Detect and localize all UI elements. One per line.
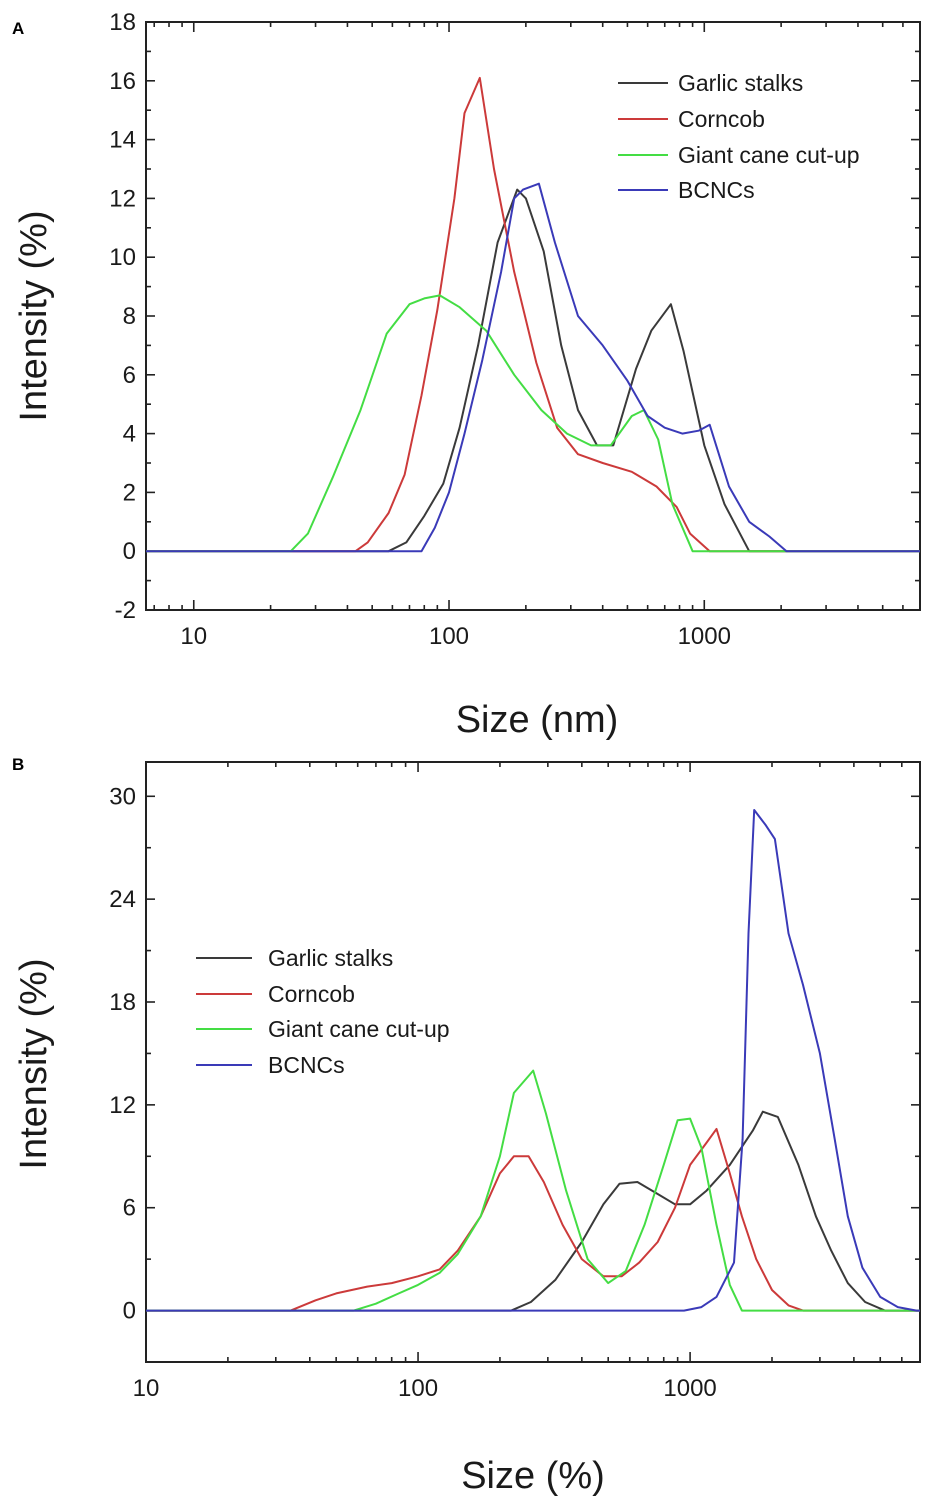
ticks-a <box>146 21 921 611</box>
y-tick-label: 18 <box>109 989 136 1016</box>
series-line-bcncs <box>146 182 920 553</box>
legend-label-giant-cane: Giant cane cut-up <box>268 1016 450 1042</box>
series-line-giant-cane-cut-up <box>146 294 920 553</box>
series-lines-b <box>146 809 920 1312</box>
y-tick-label: 4 <box>123 421 136 448</box>
x-tick-label: 10 <box>133 1375 160 1402</box>
y-tick-label: 2 <box>123 479 136 506</box>
x-tick-label: 10 <box>180 623 207 650</box>
series-line-bcncs <box>146 809 920 1312</box>
y-tick-label: 12 <box>109 1092 136 1119</box>
y-tick-label: 14 <box>109 127 136 154</box>
series-line-giant-cane-cut-up <box>146 1069 920 1312</box>
panel-a: A -2 0 2 4 6 8 10 12 14 16 18 10 100 1000 Size (nm) I… <box>12 9 921 741</box>
series-line-corncob <box>146 1127 920 1312</box>
x-axis-title-b: Size (%) <box>461 1455 605 1497</box>
legend-label-bcncs: BCNCs <box>678 177 755 203</box>
legend-label-garlic-stalks: Garlic stalks <box>268 945 393 971</box>
y-tick-label: 8 <box>123 303 136 330</box>
tick-labels-a: -2 0 2 4 6 8 10 12 14 16 18 10 100 1000 <box>109 9 731 650</box>
y-tick-label: 10 <box>109 244 136 271</box>
legend-b: Garlic stalks Corncob Giant cane cut-up … <box>196 945 450 1078</box>
panel-label-a: A <box>12 19 24 38</box>
y-tick-label: 6 <box>123 1195 136 1222</box>
y-tick-label: 24 <box>109 886 136 913</box>
x-tick-label: 100 <box>398 1375 438 1402</box>
ticks-b <box>145 762 921 1362</box>
series-line-corncob <box>146 76 920 553</box>
x-tick-label: 1000 <box>663 1375 716 1402</box>
y-axis-title-b: Intensity (%) <box>13 958 55 1169</box>
series-line-garlic-stalks <box>146 1110 920 1312</box>
y-tick-label: 16 <box>109 68 136 95</box>
y-axis-title-a: Intensity (%) <box>13 210 55 421</box>
legend-label-corncob: Corncob <box>678 106 765 132</box>
tick-labels-b: 0 6 12 18 24 30 10 100 1000 <box>109 783 716 1402</box>
y-tick-label: 18 <box>109 9 136 36</box>
legend-label-giant-cane: Giant cane cut-up <box>678 142 860 168</box>
legend-a: Garlic stalks Corncob Giant cane cut-up … <box>618 70 860 203</box>
plot-frame-a <box>145 21 921 611</box>
y-tick-label: 0 <box>123 1298 136 1325</box>
legend-label-bcncs: BCNCs <box>268 1052 345 1078</box>
x-tick-label: 100 <box>429 623 469 650</box>
series-line-garlic-stalks <box>146 188 920 553</box>
y-tick-label: 6 <box>123 362 136 389</box>
panel-b: B 0 6 12 18 24 30 10 100 1000 Size (%) Intensity… <box>12 755 921 1497</box>
x-tick-label: 1000 <box>678 623 731 650</box>
plot-frame-b <box>145 761 921 1363</box>
y-tick-label: 30 <box>109 783 136 810</box>
legend-label-garlic-stalks: Garlic stalks <box>678 70 803 96</box>
y-tick-label: -2 <box>115 597 136 624</box>
y-tick-label: 12 <box>109 185 136 212</box>
y-tick-label: 0 <box>123 538 136 565</box>
panel-label-b: B <box>12 755 24 774</box>
x-axis-title-a: Size (nm) <box>456 699 619 741</box>
series-lines-a <box>146 76 920 553</box>
legend-label-corncob: Corncob <box>268 981 355 1007</box>
